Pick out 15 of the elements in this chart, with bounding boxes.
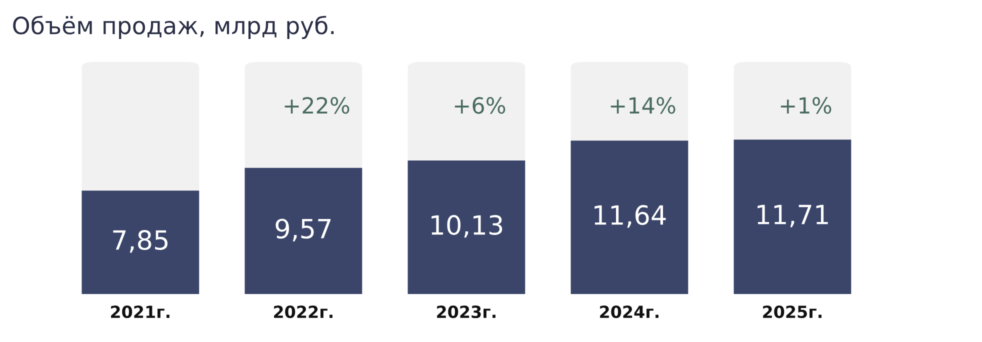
text: +6% [454, 97, 506, 114]
data-label: 11,71 [758, 204, 828, 228]
text: +1% [780, 97, 832, 114]
x-tick-label: 2025г. [763, 306, 822, 318]
x-tick-label: 2022г. [274, 306, 332, 318]
x-tick-label: 2024г. [600, 306, 658, 318]
data-label: 7,85 [113, 230, 168, 253]
data-label: 10,13 [432, 215, 502, 238]
x-tick-label: 2021г. [111, 306, 170, 318]
chart-title: Объём продаж, млрд руб. [13, 16, 334, 39]
x-tick-label: 2023г. [437, 306, 496, 318]
data-label: 11,64 [594, 205, 666, 228]
data-label: 9,57 [276, 218, 331, 242]
text: +22% [284, 97, 350, 114]
text: +14% [610, 97, 676, 114]
